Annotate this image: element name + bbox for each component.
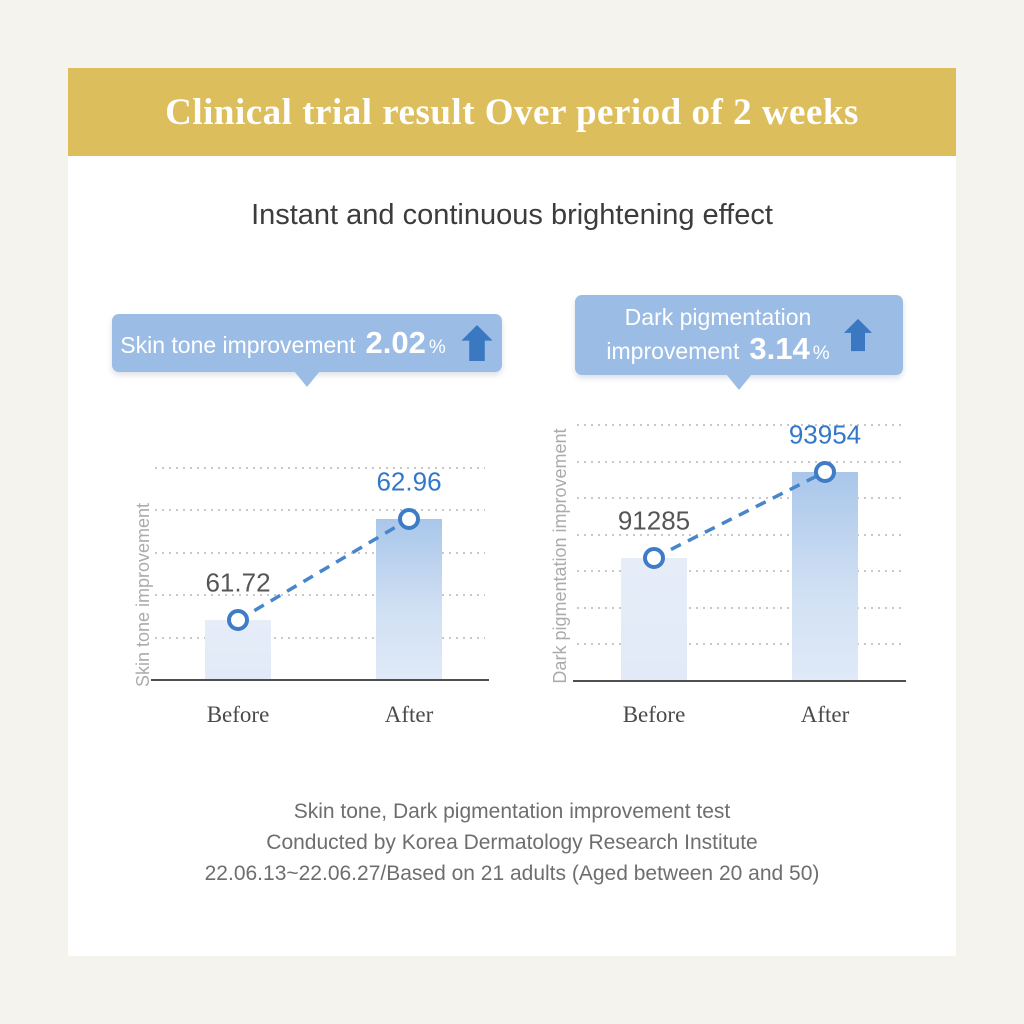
gridline xyxy=(577,606,902,609)
y-axis-label: Dark pigmentation improvement xyxy=(550,428,570,684)
bar-before xyxy=(621,558,687,680)
dark-pigmentation-chart: Dark pigmentation improvement 3.14% Dark … xyxy=(68,68,956,956)
callout-text: Dark pigmentation improvement 3.14% xyxy=(606,302,829,369)
value-label: 91285 xyxy=(617,505,691,536)
footnote: Skin tone, Dark pigmentation improvement… xyxy=(68,796,956,889)
banner: Clinical trial result Over period of 2 w… xyxy=(68,68,956,156)
gridline xyxy=(155,467,485,469)
callout-value: 3.14 xyxy=(749,330,810,366)
callout-pointer-icon xyxy=(726,374,752,390)
infographic-card: Clinical trial result Over period of 2 w… xyxy=(68,68,956,956)
page-title: Instant and continuous brightening effec… xyxy=(251,199,773,231)
gridline xyxy=(155,509,485,512)
callout-pointer-icon xyxy=(294,371,320,387)
data-point-marker xyxy=(398,508,420,531)
footnote-line-3: 22.06.13~22.06.27/Based on 21 adults (Ag… xyxy=(204,862,820,885)
callout-text: Skin tone improvement 2.02% xyxy=(120,325,445,361)
value-label: 62.96 xyxy=(376,466,442,497)
bar-after xyxy=(792,471,858,680)
gridline xyxy=(577,460,902,463)
gridline xyxy=(155,551,485,554)
category-label: Before xyxy=(206,702,270,727)
banner-title: Clinical trial result Over period of 2 w… xyxy=(165,91,859,133)
gridline xyxy=(577,424,902,426)
category-label: After xyxy=(384,702,434,727)
data-point-marker xyxy=(814,460,836,483)
bar-after xyxy=(376,519,442,679)
x-axis xyxy=(151,679,489,681)
data-point-marker xyxy=(227,609,249,632)
category-label: Before xyxy=(622,702,686,727)
skin-tone-chart: Skin tone improvement 2.02% Skin tone imp… xyxy=(68,68,956,956)
up-arrow-icon xyxy=(461,325,493,361)
value-label: 61.72 xyxy=(205,567,271,598)
trend-line xyxy=(237,517,410,622)
dark-pigmentation-callout: Dark pigmentation improvement 3.14% xyxy=(575,295,903,390)
footnote-line-2: Conducted by Korea Dermatology Research … xyxy=(266,831,758,854)
gridline xyxy=(155,636,485,639)
trend-line xyxy=(653,470,826,560)
data-point-marker xyxy=(643,547,665,569)
up-arrow-icon xyxy=(843,318,872,352)
callout-unit: % xyxy=(812,342,830,364)
gridline xyxy=(577,643,902,646)
gridline xyxy=(577,570,902,573)
callout-label-line2: improvement 3.14% xyxy=(606,330,830,366)
callout-label-line1: Dark pigmentation xyxy=(624,303,812,330)
callout-unit: % xyxy=(428,337,446,358)
callout-label: Skin tone improvement xyxy=(120,332,356,358)
value-label: 93954 xyxy=(788,419,862,450)
gridline xyxy=(577,497,902,500)
category-label: After xyxy=(800,702,850,727)
x-axis xyxy=(573,680,906,682)
gridline xyxy=(155,594,485,597)
callout-value: 2.02 xyxy=(365,325,426,360)
skin-tone-callout: Skin tone improvement 2.02% xyxy=(112,314,502,387)
footnote-line-1: Skin tone, Dark pigmentation improvement… xyxy=(293,800,731,823)
gridline xyxy=(577,533,902,536)
